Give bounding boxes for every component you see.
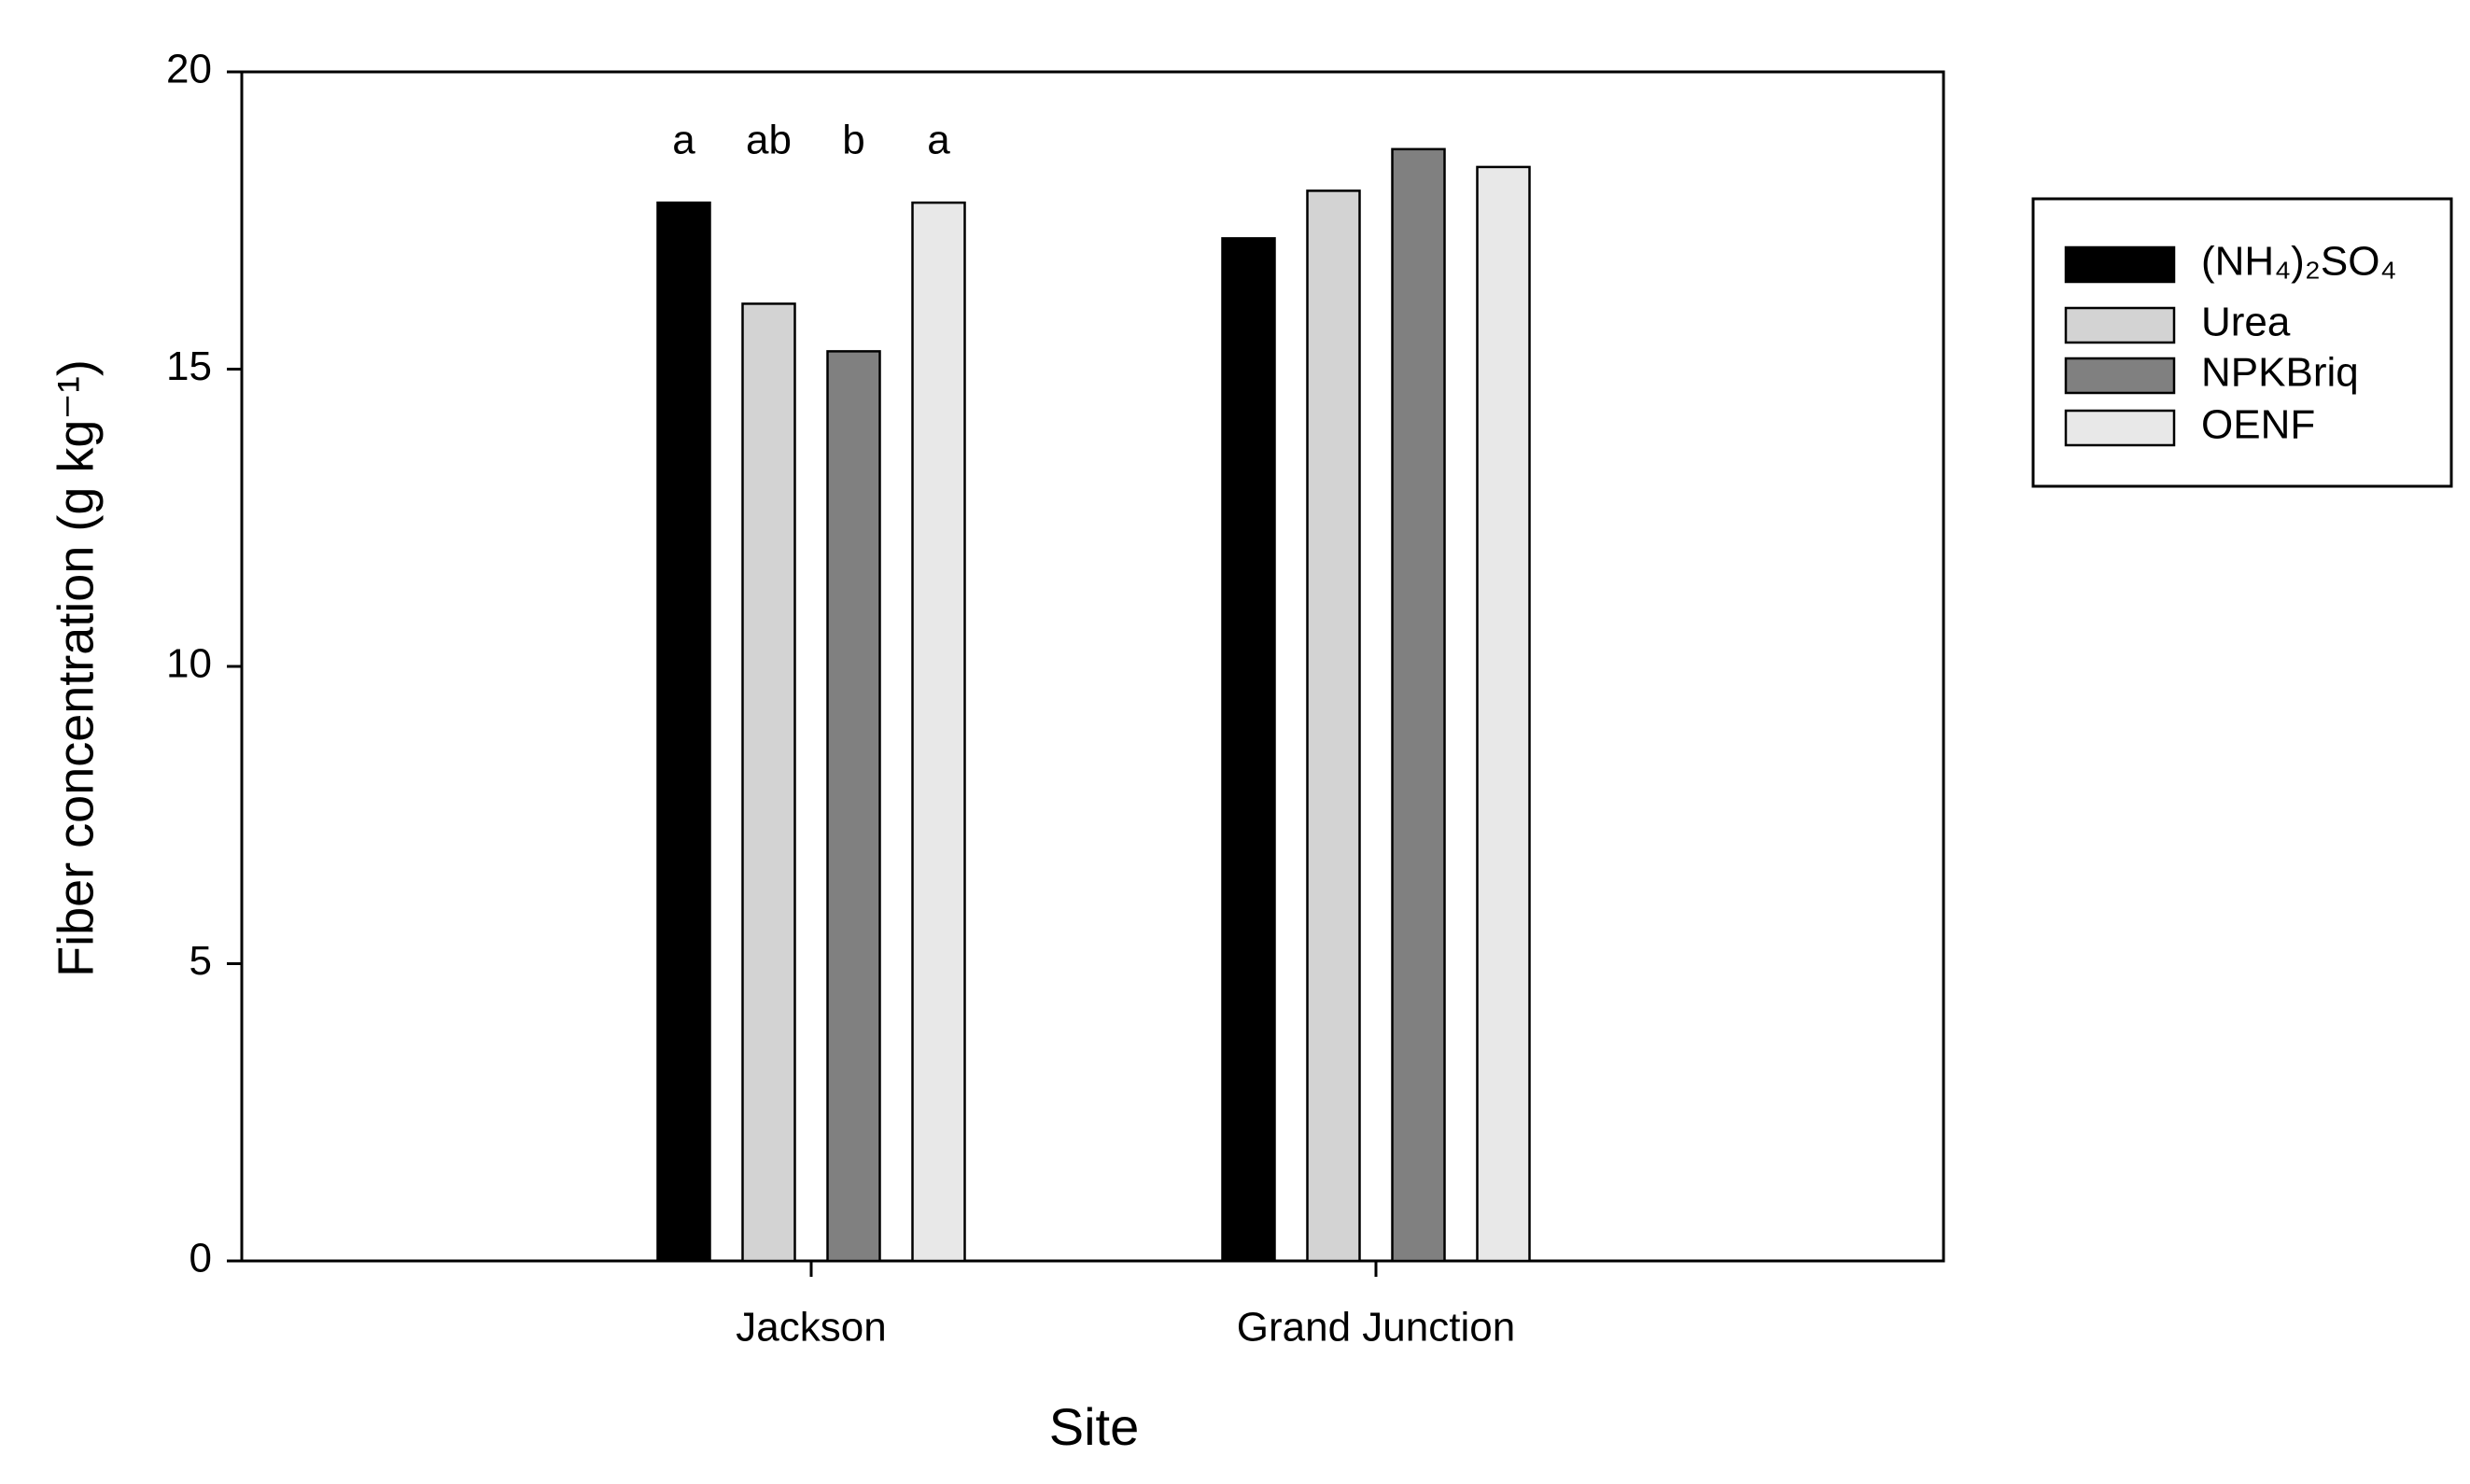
bar: [1391, 147, 1446, 1263]
significance-letter: a: [927, 118, 950, 163]
legend-label: NPKBriq: [2201, 350, 2359, 396]
legend-label: (NH₄)₂SO₄: [2201, 239, 2396, 285]
y-tick-label: 0: [189, 1236, 212, 1281]
x-axis-label: Site: [1049, 1397, 1140, 1456]
legend-label: OENF: [2201, 402, 2315, 448]
significance-letter: b: [842, 118, 864, 163]
y-tick-label: 5: [189, 938, 212, 984]
y-tick-label: 20: [166, 47, 212, 92]
x-tick-label: Jackson: [736, 1305, 886, 1351]
y-tick-label: 15: [166, 343, 212, 389]
bar: [826, 350, 881, 1263]
legend-swatch: [2064, 245, 2176, 284]
x-tick-label: Grand Junction: [1237, 1305, 1515, 1351]
bar: [1306, 189, 1361, 1263]
legend-swatch: [2064, 409, 2176, 447]
legend-label: Urea: [2201, 300, 2291, 345]
bar: [656, 201, 711, 1263]
significance-letter: ab: [746, 118, 792, 163]
bar: [911, 201, 966, 1263]
bar: [1476, 165, 1531, 1263]
bar: [1221, 237, 1276, 1263]
legend-swatch: [2064, 306, 2176, 344]
y-axis-label: Fiber concentration (g kg⁻¹): [48, 359, 104, 977]
bar: [741, 302, 796, 1263]
legend-swatch: [2064, 357, 2176, 395]
plot-frame: [240, 70, 1945, 1263]
y-tick-label: 10: [166, 641, 212, 687]
significance-letter: a: [672, 118, 695, 163]
